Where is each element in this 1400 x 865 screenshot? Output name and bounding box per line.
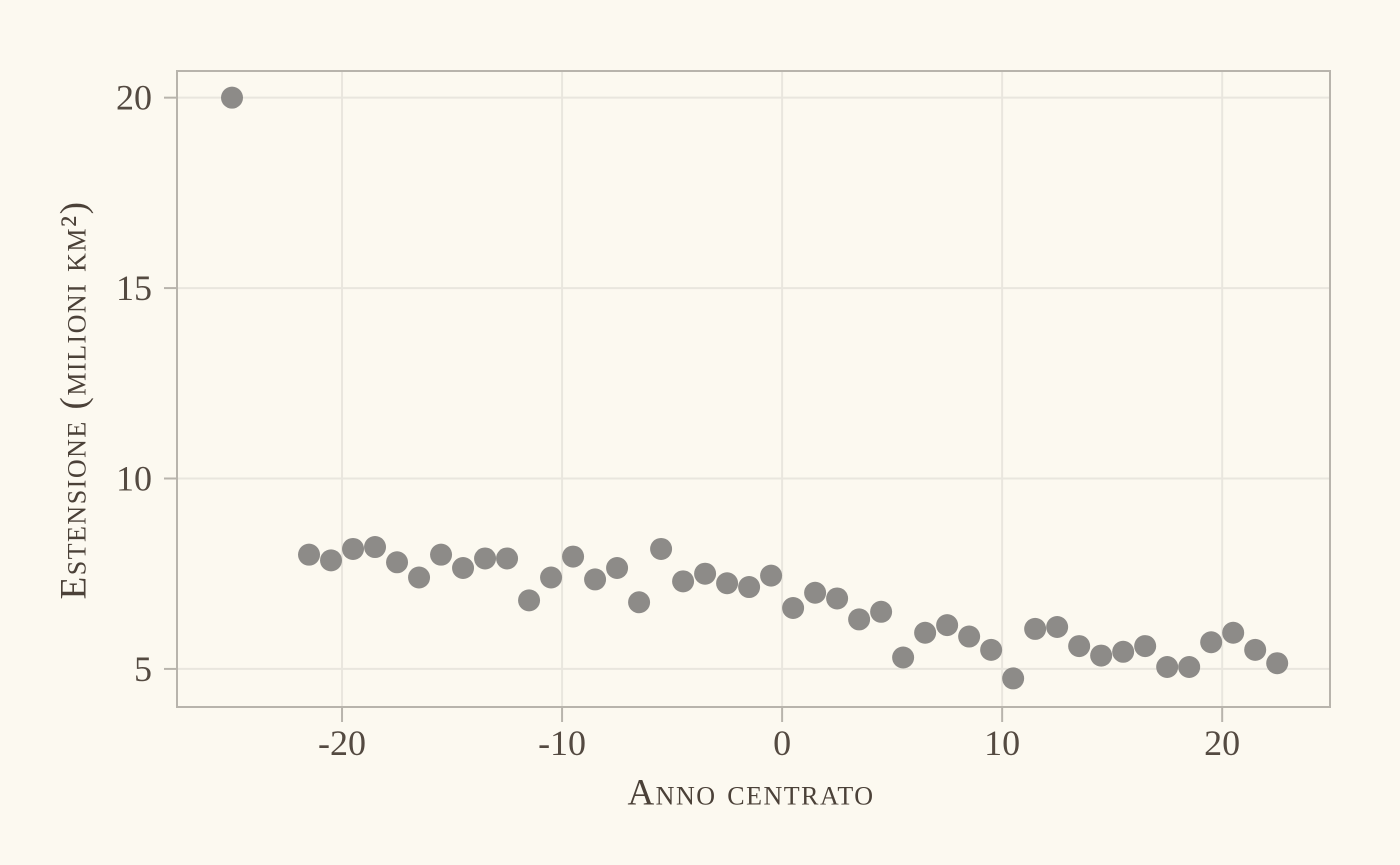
data-point — [1200, 631, 1223, 654]
data-point — [606, 556, 629, 579]
data-point — [320, 549, 343, 572]
data-point — [738, 576, 761, 599]
data-point — [694, 562, 717, 585]
x-axis-label: Anno centrato — [627, 772, 875, 814]
data-point — [1112, 640, 1135, 663]
data-point — [936, 614, 959, 637]
data-point — [760, 564, 783, 587]
y-tick-label: 15 — [116, 268, 152, 308]
plot-frame — [176, 70, 1331, 708]
data-point — [540, 566, 563, 589]
data-point — [430, 543, 453, 566]
data-point — [1068, 635, 1091, 658]
data-point — [980, 638, 1003, 661]
data-point — [782, 596, 805, 619]
data-point — [914, 621, 937, 644]
data-point — [628, 591, 651, 614]
data-point — [1266, 652, 1289, 675]
data-point — [672, 570, 695, 593]
x-tick-label: 20 — [1204, 723, 1240, 763]
x-tick-label: -20 — [318, 723, 366, 763]
data-point — [518, 589, 541, 612]
data-point — [848, 608, 871, 631]
data-point — [386, 551, 409, 574]
data-point — [1244, 638, 1267, 661]
data-point — [1002, 667, 1025, 690]
data-point — [958, 625, 981, 648]
data-point — [452, 556, 475, 579]
data-point — [474, 547, 497, 570]
data-point — [1090, 644, 1113, 667]
data-point — [870, 600, 893, 623]
x-tick-label: 0 — [773, 723, 791, 763]
y-tick-label: 10 — [116, 458, 152, 498]
data-point — [1046, 616, 1069, 639]
y-axis-label: Estensione (milioni km²) — [53, 200, 95, 600]
data-point — [584, 568, 607, 591]
x-tick-label: -10 — [538, 723, 586, 763]
data-point — [342, 537, 365, 560]
data-point — [650, 537, 673, 560]
data-point — [1134, 635, 1157, 658]
data-point — [826, 587, 849, 610]
data-point — [716, 572, 739, 595]
data-point — [298, 543, 321, 566]
data-point — [408, 566, 431, 589]
y-tick-label: 20 — [116, 78, 152, 118]
data-point — [1156, 656, 1179, 679]
data-point — [804, 581, 827, 604]
data-point — [1222, 621, 1245, 644]
data-point — [221, 86, 244, 109]
x-tick-label: 10 — [984, 723, 1020, 763]
data-point — [1178, 656, 1201, 679]
data-point — [496, 547, 519, 570]
data-point — [1024, 617, 1047, 640]
data-point — [364, 536, 387, 559]
data-point — [562, 545, 585, 568]
y-tick-label: 5 — [134, 649, 152, 689]
data-point — [892, 646, 915, 669]
